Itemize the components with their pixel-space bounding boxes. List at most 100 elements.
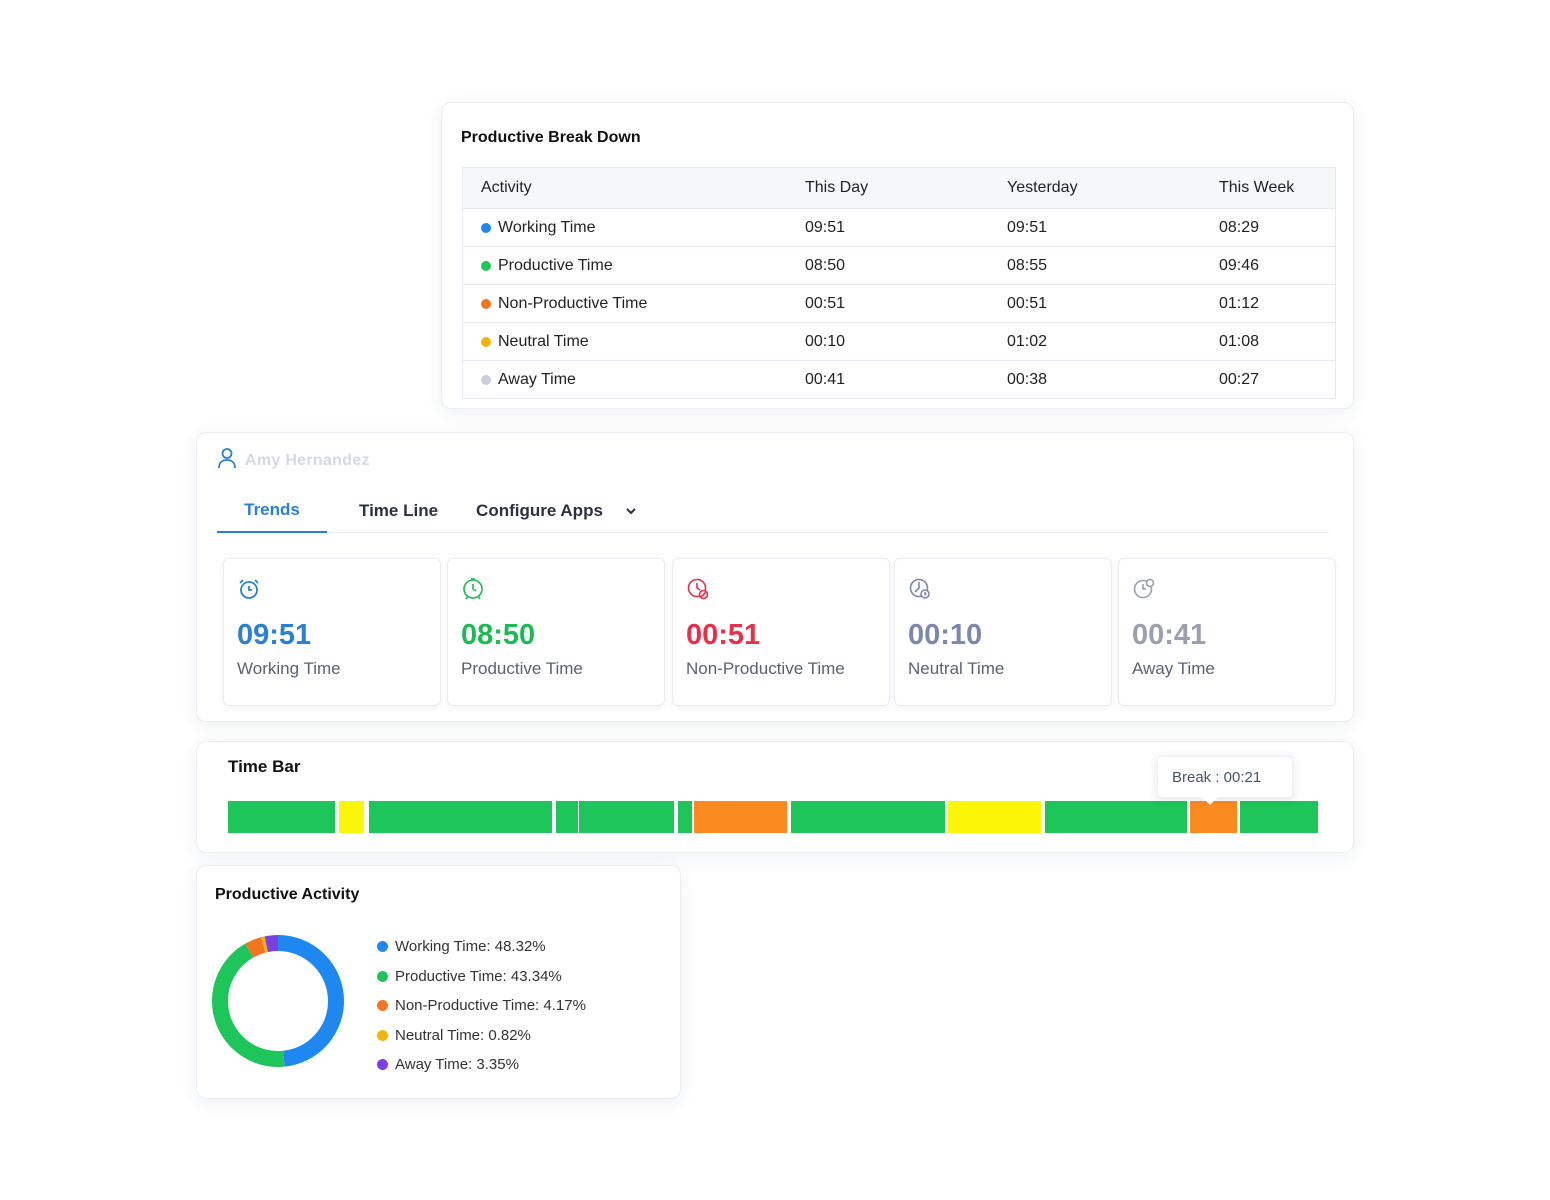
tab-trends[interactable]: Trends <box>217 489 327 533</box>
neutral-clock-icon <box>908 577 932 601</box>
time-bar-segment-productive[interactable] <box>1044 801 1187 833</box>
time-bar-segment-neutral[interactable] <box>339 801 364 833</box>
status-dot <box>481 298 491 309</box>
time-bar-segment-productive[interactable] <box>677 801 692 833</box>
this-week-value: 09:46 <box>1219 256 1260 274</box>
productive-activity-card: Productive Activity Working Time: 48.32%… <box>196 865 681 1099</box>
legend-label: Non-Productive Time: 4.17% <box>395 997 586 1015</box>
yesterday-value: 00:51 <box>1007 294 1048 312</box>
stat-label: Productive Time <box>461 659 583 678</box>
legend-dot <box>377 1000 388 1012</box>
non-productive-clock-icon <box>686 577 710 601</box>
legend-label: Working Time: 48.32% <box>395 938 546 956</box>
this-week-value: 01:08 <box>1219 332 1260 350</box>
alarm-clock-icon <box>237 577 261 601</box>
activity-name: Working Time <box>498 218 596 236</box>
tab-bar: Trends Time Line Configure Apps <box>217 489 1329 533</box>
legend-label: Productive Time: 43.34% <box>395 967 562 985</box>
stat-label: Non-Productive Time <box>686 659 845 678</box>
this-day-value: 09:51 <box>805 218 846 236</box>
status-dot <box>481 374 491 385</box>
chevron-down-icon <box>625 507 637 515</box>
time-bar-segment-productive[interactable] <box>228 801 336 833</box>
stat-card-neutral-time: 00:10 Neutral Time <box>894 558 1112 706</box>
stat-value: 09:51 <box>237 619 312 651</box>
tab-configure-apps[interactable]: Configure Apps <box>476 489 637 533</box>
stat-value: 00:51 <box>686 619 761 651</box>
time-bar-segment-productive[interactable] <box>790 801 945 833</box>
stat-value: 08:50 <box>461 619 536 651</box>
breakdown-title: Productive Break Down <box>461 129 641 146</box>
donut-slice[interactable] <box>212 935 344 1067</box>
this-week-value: 00:27 <box>1219 370 1260 388</box>
tab-time-line[interactable]: Time Line <box>359 500 439 520</box>
time-bar-segment-break[interactable] <box>693 801 788 833</box>
activity-name: Away Time <box>498 370 576 388</box>
stat-label: Away Time <box>1132 659 1215 678</box>
yesterday-value: 01:02 <box>1007 332 1048 350</box>
activity-name: Neutral Time <box>498 332 589 350</box>
activity-donut-chart <box>212 935 344 1067</box>
legend-item: Productive Time: 43.34% <box>377 962 586 992</box>
stat-card-productive-time: 08:50 Productive Time <box>447 558 665 706</box>
tab-configure-apps-label: Configure Apps <box>476 500 603 520</box>
time-bar-segment-break[interactable] <box>1190 801 1238 833</box>
this-day-value: 00:41 <box>805 370 846 388</box>
away-clock-icon <box>1132 577 1156 601</box>
legend-item: Non-Productive Time: 4.17% <box>377 991 586 1021</box>
status-dot <box>481 260 491 271</box>
time-bar-track <box>228 801 1318 833</box>
table-row: Productive Time 08:50 08:55 09:46 <box>463 246 1335 284</box>
productive-clock-icon <box>461 577 485 601</box>
employee-header: Amy Hernandez <box>217 447 370 474</box>
this-day-value: 00:10 <box>805 332 846 350</box>
time-bar-segment-productive[interactable] <box>555 801 578 833</box>
time-bar-title: Time Bar <box>228 757 301 776</box>
time-bar-segment-productive[interactable] <box>368 801 552 833</box>
activity-name: Non-Productive Time <box>498 294 648 312</box>
this-day-value: 00:51 <box>805 294 846 312</box>
time-bar-segment-productive[interactable] <box>579 801 675 833</box>
employee-name: Amy Hernandez <box>245 451 370 469</box>
stat-card-working-time: 09:51 Working Time <box>223 558 441 706</box>
donut-slice[interactable] <box>212 935 344 1067</box>
employee-trends-card: Amy Hernandez Trends Time Line Configure… <box>196 432 1354 722</box>
legend-label: Away Time: 3.35% <box>395 1056 519 1074</box>
legend-dot <box>377 970 388 982</box>
column-header-activity: Activity <box>481 179 532 196</box>
legend-item: Away Time: 3.35% <box>377 1050 586 1080</box>
legend-dot <box>377 941 388 953</box>
time-bar-segment-neutral[interactable] <box>948 801 1042 833</box>
this-week-value: 01:12 <box>1219 294 1260 312</box>
legend-dot <box>377 1059 388 1071</box>
productive-breakdown-card: Productive Break Down Activity This Day … <box>441 102 1354 409</box>
column-header-this-day: This Day <box>805 179 869 196</box>
break-tooltip: Break : 00:21 <box>1157 756 1293 805</box>
yesterday-value: 08:55 <box>1007 256 1048 274</box>
this-day-value: 08:50 <box>805 256 846 274</box>
stat-card-away-time: 00:41 Away Time <box>1118 558 1336 706</box>
stat-value: 00:10 <box>908 619 983 651</box>
breakdown-table: Activity This Day Yesterday This Week Wo… <box>462 167 1336 399</box>
column-header-yesterday: Yesterday <box>1007 179 1078 196</box>
table-row: Non-Productive Time 00:51 00:51 01:12 <box>463 284 1335 322</box>
table-row: Neutral Time 00:10 01:02 01:08 <box>463 322 1335 360</box>
yesterday-value: 09:51 <box>1007 218 1048 236</box>
time-bar-segment-productive[interactable] <box>1239 801 1318 833</box>
stat-card-non-productive-time: 00:51 Non-Productive Time <box>672 558 890 706</box>
legend-label: Neutral Time: 0.82% <box>395 1026 531 1044</box>
status-dot <box>481 336 491 347</box>
legend-item: Neutral Time: 0.82% <box>377 1021 586 1051</box>
time-bar-card: Time Bar Break : 00:21 <box>196 741 1354 853</box>
activity-title: Productive Activity <box>215 886 360 903</box>
legend-dot <box>377 1029 388 1041</box>
yesterday-value: 00:38 <box>1007 370 1048 388</box>
legend-item: Working Time: 48.32% <box>377 932 586 962</box>
table-row: Working Time 09:51 09:51 08:29 <box>463 208 1335 246</box>
stat-value: 00:41 <box>1132 619 1207 651</box>
this-week-value: 08:29 <box>1219 218 1260 236</box>
table-header-row: Activity This Day Yesterday This Week <box>463 168 1335 208</box>
stat-label: Neutral Time <box>908 659 1005 678</box>
activity-name: Productive Time <box>498 256 613 274</box>
table-row: Away Time 00:41 00:38 00:27 <box>463 360 1335 398</box>
